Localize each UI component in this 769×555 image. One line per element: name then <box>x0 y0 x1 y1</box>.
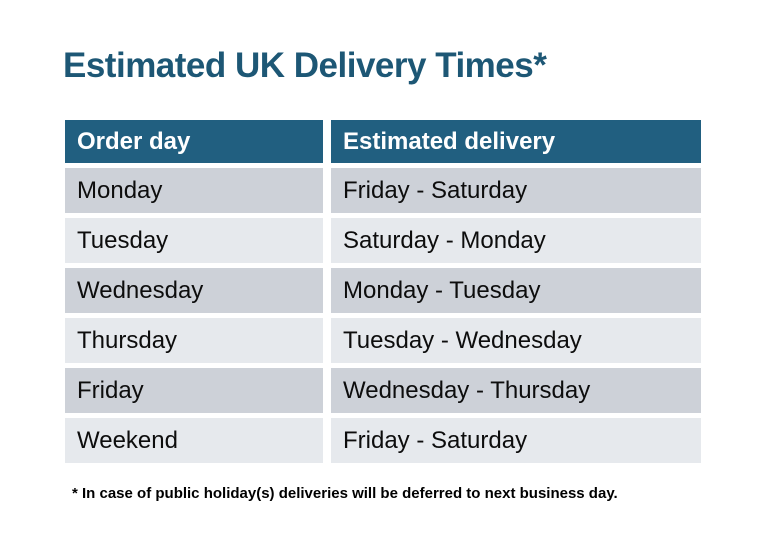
estimated-delivery-cell: Tuesday - Wednesday <box>331 318 701 363</box>
estimated-delivery-cell: Friday - Saturday <box>331 418 701 463</box>
page-title: Estimated UK Delivery Times* <box>63 46 547 85</box>
order-day-cell: Tuesday <box>65 218 323 263</box>
delivery-times-table: Order day Estimated delivery Monday Frida… <box>65 120 701 463</box>
order-day-cell: Monday <box>65 168 323 213</box>
column-header-estimated-delivery: Estimated delivery <box>331 120 701 163</box>
estimated-delivery-cell: Saturday - Monday <box>331 218 701 263</box>
estimated-delivery-cell: Wednesday - Thursday <box>331 368 701 413</box>
order-day-cell: Friday <box>65 368 323 413</box>
order-day-cell: Thursday <box>65 318 323 363</box>
estimated-delivery-cell: Friday - Saturday <box>331 168 701 213</box>
order-day-cell: Weekend <box>65 418 323 463</box>
public-holiday-footnote: * In case of public holiday(s) deliverie… <box>72 485 618 502</box>
estimated-delivery-cell: Monday - Tuesday <box>331 268 701 313</box>
order-day-cell: Wednesday <box>65 268 323 313</box>
column-header-order-day: Order day <box>65 120 323 163</box>
